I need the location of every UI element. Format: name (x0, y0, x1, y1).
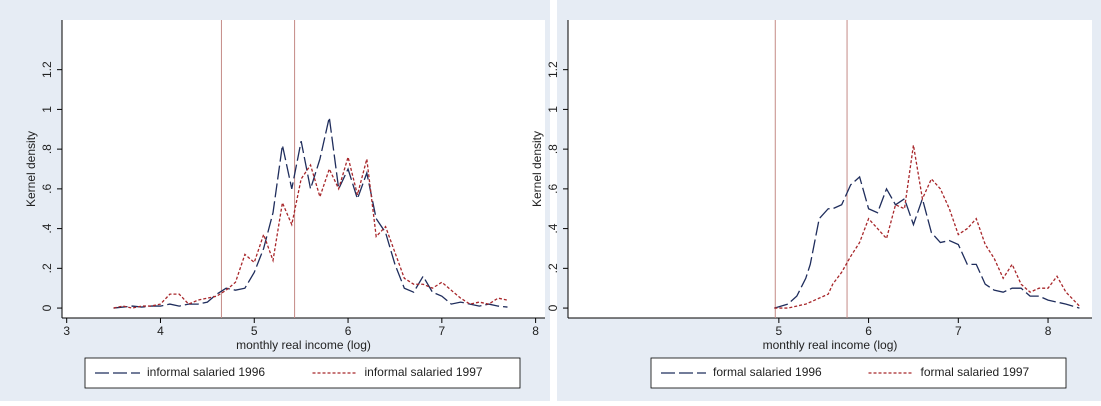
legend-box (650, 357, 1067, 389)
y-tick-label: .4 (40, 223, 54, 233)
legend-box (84, 357, 521, 389)
plot-area (568, 20, 1092, 318)
y-tick-label: .6 (546, 184, 560, 194)
y-tick-label: 1.2 (40, 61, 54, 78)
legend-label: formal salaried 1996 (713, 365, 822, 379)
density-line (774, 145, 1080, 309)
y-tick-label: .8 (546, 144, 560, 154)
density-line (113, 154, 508, 309)
density-line (774, 175, 1080, 309)
x-axis-label: monthly real income (log) (763, 338, 898, 352)
y-tick-label: 0 (40, 304, 54, 311)
x-tick-label: 8 (532, 324, 539, 338)
y-tick-label: 1 (546, 106, 560, 113)
y-tick-label: 1 (40, 106, 54, 113)
legend-label: informal salaried 1996 (147, 365, 265, 379)
plot-area (62, 20, 545, 318)
y-tick-label: 1.2 (546, 61, 560, 78)
y-axis-label: Kernel density (530, 131, 544, 207)
legend-label: informal salaried 1997 (365, 365, 483, 379)
x-tick-label: 7 (955, 324, 962, 338)
x-axis-label: monthly real income (log) (236, 338, 371, 352)
x-tick-label: 6 (865, 324, 872, 338)
x-tick-label: 5 (776, 324, 783, 338)
y-tick-label: 0 (546, 304, 560, 311)
x-tick-label: 6 (345, 324, 352, 338)
legend-label: formal salaried 1997 (921, 365, 1030, 379)
y-tick-label: .6 (40, 184, 54, 194)
x-tick-label: 8 (1045, 324, 1052, 338)
x-tick-label: 4 (157, 324, 164, 338)
x-tick-label: 5 (251, 324, 258, 338)
x-tick-label: 7 (438, 324, 445, 338)
y-tick-label: .2 (546, 263, 560, 273)
x-tick-label: 3 (63, 324, 70, 338)
y-tick-label: .8 (40, 144, 54, 154)
y-axis-label: Kernel density (24, 131, 38, 207)
y-tick-label: .2 (40, 263, 54, 273)
density-line (113, 117, 508, 309)
y-tick-label: .4 (546, 223, 560, 233)
